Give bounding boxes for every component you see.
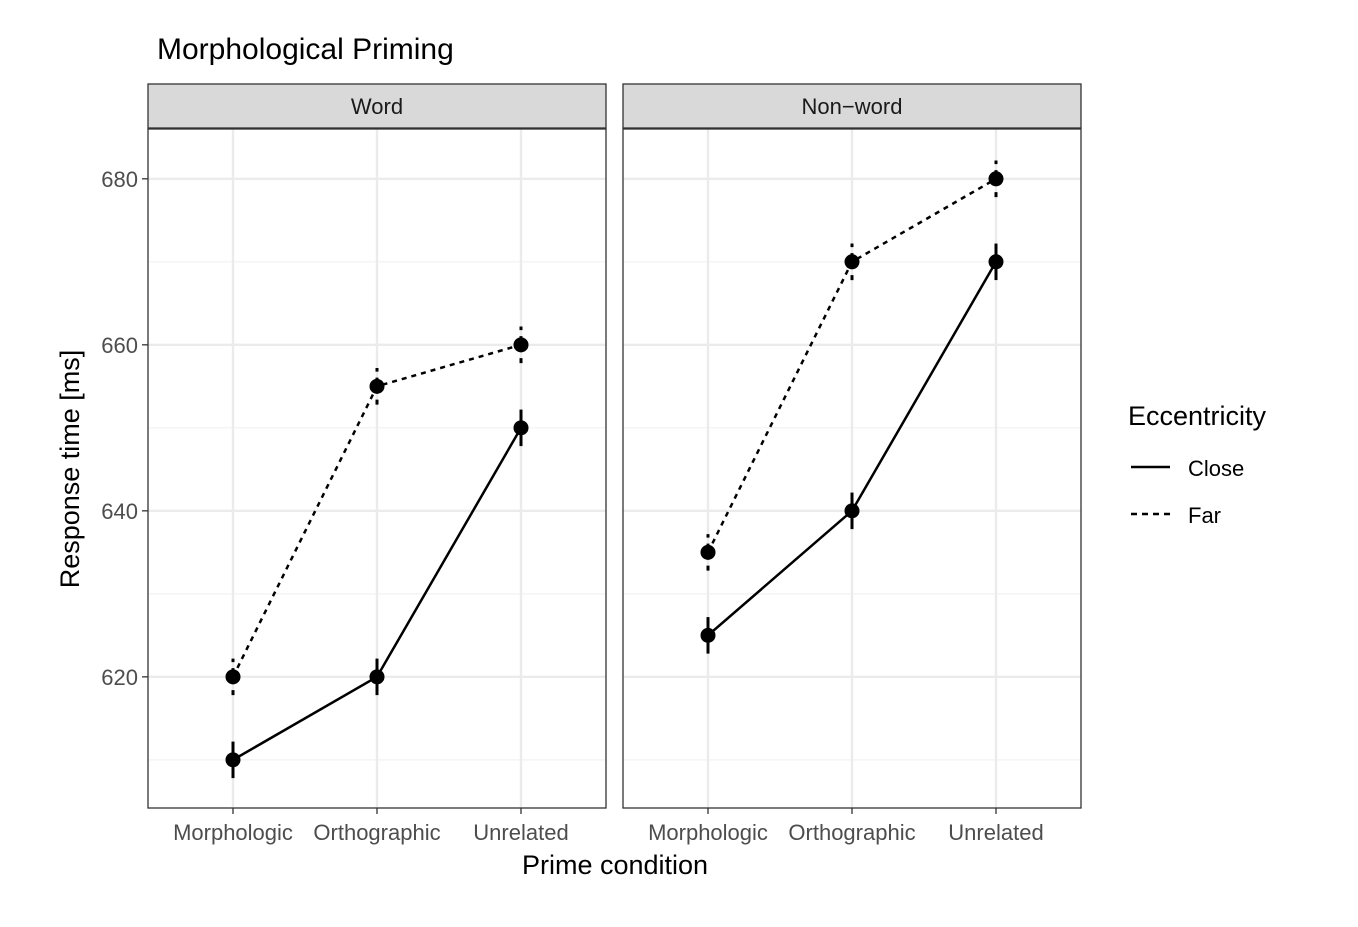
legend-title: Eccentricity (1128, 401, 1267, 431)
x-tick-label: Morphologic (648, 820, 768, 845)
strip-label: Non−word (802, 94, 903, 119)
x-tick-label: Morphologic (173, 820, 293, 845)
strip-label: Word (351, 94, 403, 119)
legend-label-close: Close (1188, 456, 1244, 481)
x-tick-label: Unrelated (473, 820, 568, 845)
y-tick-label: 640 (101, 499, 138, 524)
data-point (988, 254, 1004, 270)
y-axis-label: Response time [ms] (55, 350, 85, 589)
strip (622, 83, 1082, 129)
data-point (988, 171, 1004, 187)
data-point (369, 378, 385, 394)
data-point (369, 669, 385, 685)
panel-0: Word Morphologic Orthographic Unrelated 620 6… (101, 83, 607, 845)
data-point (513, 337, 529, 353)
y-tick-label: 680 (101, 167, 138, 192)
legend: Eccentricity Close Far (1128, 401, 1267, 528)
panel-1: Non−word Morphologic Orthographic Unrelated (622, 83, 1082, 845)
x-tick-label: Orthographic (313, 820, 440, 845)
data-point (700, 544, 716, 560)
data-point (513, 420, 529, 436)
data-point (700, 627, 716, 643)
data-point (225, 752, 241, 768)
data-point (844, 254, 860, 270)
chart-title: Morphological Priming (157, 33, 454, 66)
x-axis-label: Prime condition (522, 850, 708, 880)
y-tick-label: 620 (101, 665, 138, 690)
y-tick-label: 660 (101, 333, 138, 358)
strip (147, 83, 607, 129)
x-tick-label: Unrelated (948, 820, 1043, 845)
legend-label-far: Far (1188, 503, 1221, 528)
x-tick-label: Orthographic (788, 820, 915, 845)
data-point (844, 503, 860, 519)
data-point (225, 669, 241, 685)
